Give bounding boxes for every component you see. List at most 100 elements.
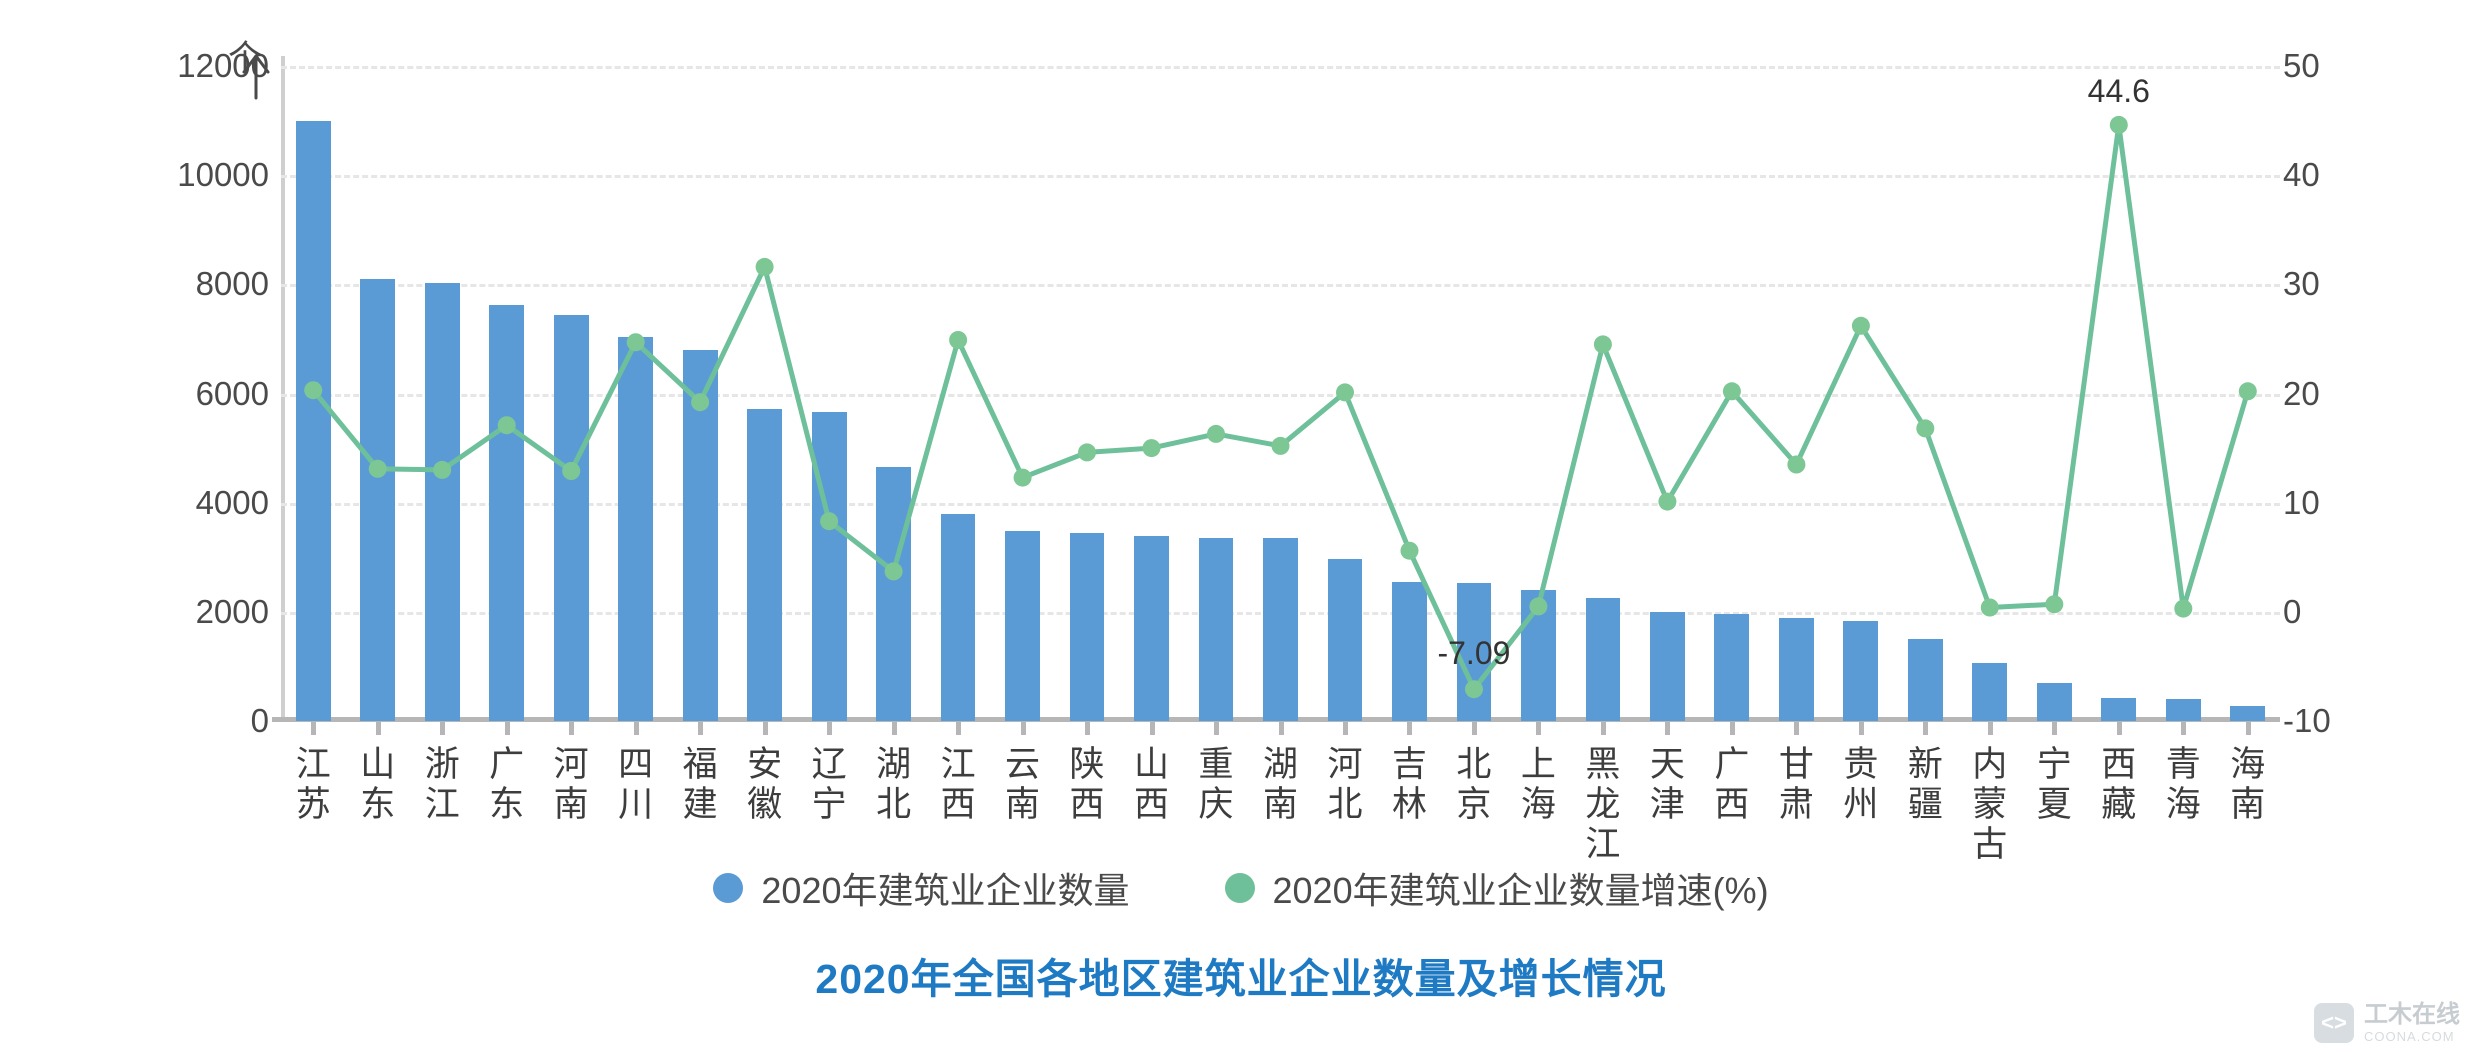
- bar[interactable]: [1134, 535, 1169, 721]
- line-point[interactable]: [1787, 455, 1806, 474]
- legend-item-line[interactable]: 2020年建筑业企业数量增速(%): [1224, 862, 1769, 914]
- bar[interactable]: [295, 120, 331, 721]
- x-axis-tick: [633, 722, 639, 735]
- watermark-logo-icon: <>: [2314, 1003, 2354, 1043]
- line-point[interactable]: [2045, 595, 2064, 614]
- bar[interactable]: [682, 350, 718, 721]
- legend-item-bar[interactable]: 2020年建筑业企业数量: [713, 862, 1130, 914]
- bar[interactable]: [811, 411, 847, 721]
- y-axis-right-tick-label: -10: [2283, 702, 2331, 739]
- bar[interactable]: [747, 408, 783, 721]
- x-axis-tick: [504, 722, 510, 735]
- x-axis-tick: [2245, 722, 2251, 735]
- line-point[interactable]: [1916, 419, 1935, 438]
- y-axis-left-unit: 个: [228, 39, 262, 77]
- bar[interactable]: [1585, 598, 1621, 721]
- line-point[interactable]: [433, 460, 452, 479]
- line-point[interactable]: [1851, 316, 1870, 335]
- y-axis-left-tick-label: 10000: [177, 156, 269, 194]
- x-axis-tick: [1987, 722, 1993, 735]
- bar[interactable]: [618, 336, 654, 721]
- bar[interactable]: [1263, 538, 1298, 721]
- line-point[interactable]: [1336, 383, 1354, 402]
- line-point[interactable]: [1207, 424, 1225, 443]
- line-point[interactable]: [1465, 680, 1483, 699]
- chart-legend: 2020年建筑业企业数量 2020年建筑业企业数量增速(%): [0, 862, 2482, 914]
- gridline: [281, 502, 2280, 506]
- bar[interactable]: [2230, 706, 2266, 721]
- line-point[interactable]: [626, 333, 645, 352]
- line-point[interactable]: [368, 459, 387, 478]
- bar[interactable]: [2101, 697, 2137, 721]
- line-point[interactable]: [2238, 382, 2257, 401]
- bar[interactable]: [1392, 582, 1427, 721]
- x-axis-tick: [1214, 722, 1220, 735]
- line-point[interactable]: [2109, 115, 2128, 134]
- line-point[interactable]: [1980, 598, 1999, 617]
- y-axis-arrow-icon: [242, 54, 270, 100]
- x-axis-tick: [956, 722, 962, 735]
- line-point[interactable]: [562, 462, 581, 480]
- line-point[interactable]: [1722, 382, 1741, 401]
- x-axis-tick-label: 福建: [682, 745, 718, 824]
- bar[interactable]: [1198, 537, 1234, 721]
- y-axis-right-tick-label: 30: [2283, 265, 2320, 303]
- x-axis-tick: [1407, 722, 1413, 735]
- bar[interactable]: [360, 278, 396, 721]
- bar[interactable]: [1327, 559, 1363, 721]
- bar[interactable]: [424, 283, 460, 721]
- watermark-subtitle: COONA.COM: [2364, 1029, 2455, 1044]
- x-axis-tick-label: 江苏: [295, 745, 331, 824]
- bar[interactable]: [1972, 663, 2008, 721]
- x-axis-tick: [2052, 722, 2058, 735]
- bar[interactable]: [876, 466, 911, 721]
- line-point[interactable]: [884, 562, 903, 581]
- bar[interactable]: [1005, 531, 1040, 721]
- y-axis-right-tick-label: 10: [2283, 483, 2320, 521]
- x-axis-tick-label: 贵州: [1843, 745, 1879, 824]
- bar[interactable]: [940, 513, 976, 721]
- x-axis-tick-label: 新疆: [1907, 745, 1943, 824]
- line-point[interactable]: [1529, 597, 1548, 616]
- line-point[interactable]: [1142, 439, 1161, 458]
- x-axis-tick-label: 云南: [1005, 745, 1041, 824]
- y-axis-right-tick-label: 20: [2283, 374, 2320, 412]
- x-axis-tick: [1536, 722, 1542, 735]
- gridline: [281, 284, 2280, 288]
- line-point[interactable]: [304, 381, 323, 400]
- line-point[interactable]: [1013, 468, 1032, 487]
- bar[interactable]: [1778, 618, 1814, 721]
- line-point[interactable]: [2174, 599, 2193, 618]
- bar[interactable]: [1843, 621, 1879, 721]
- line-point[interactable]: [691, 393, 710, 412]
- bar[interactable]: [2036, 683, 2072, 721]
- bar[interactable]: [1069, 532, 1105, 721]
- line-point[interactable]: [1078, 443, 1096, 462]
- x-axis-tick-label: 河北: [1327, 745, 1363, 824]
- bar[interactable]: [2165, 699, 2201, 721]
- y-axis-left-tick-label: 12000: [177, 47, 269, 84]
- bar[interactable]: [1714, 614, 1750, 721]
- line-point[interactable]: [1593, 335, 1612, 354]
- x-axis-tick-label: 江西: [940, 745, 976, 824]
- x-axis-tick-label: 湖南: [1262, 745, 1298, 824]
- bar[interactable]: [553, 315, 589, 721]
- chart-title: 2020年全国各地区建筑业企业数量及增长情况: [815, 956, 1667, 1002]
- watermark: <> 工木在线 COONA.COM: [2314, 1003, 2460, 1043]
- bar-series: [281, 66, 2280, 721]
- line-point[interactable]: [820, 512, 839, 531]
- bar[interactable]: [489, 304, 525, 721]
- bar[interactable]: [1907, 638, 1943, 721]
- line-point[interactable]: [755, 257, 774, 276]
- line-point[interactable]: [1658, 492, 1677, 511]
- line-point[interactable]: [949, 331, 968, 349]
- x-axis-tick-label: 重庆: [1198, 745, 1234, 824]
- x-axis-tick-label: 上海: [1520, 745, 1556, 824]
- x-axis-tick: [1923, 722, 1929, 735]
- line-point[interactable]: [1400, 541, 1419, 560]
- line-point[interactable]: [497, 416, 516, 435]
- legend-marker-line: [1224, 873, 1255, 903]
- y-axis-line: [281, 56, 285, 721]
- bar[interactable]: [1649, 611, 1685, 721]
- line-point[interactable]: [1271, 436, 1290, 455]
